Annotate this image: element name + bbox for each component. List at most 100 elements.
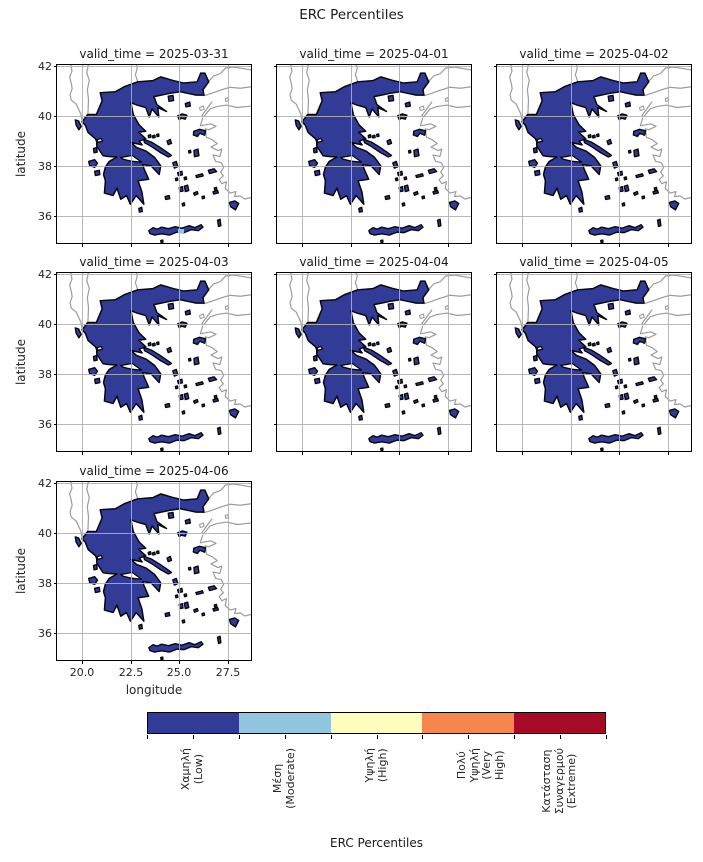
gridline-vertical (179, 273, 181, 451)
gridline-horizontal (277, 274, 471, 275)
facet-panel-2025-04-06: valid_time = 2025-04-06 42 40 38 36 lati… (14, 464, 252, 697)
y-tick-mark (53, 424, 57, 425)
gridline-vertical (447, 273, 449, 451)
y-tick-mark (53, 324, 57, 325)
colorbar-tick-mark (284, 735, 286, 739)
colorbar-tick-mark (147, 735, 148, 739)
gridline-horizontal (57, 533, 251, 534)
gridline-horizontal (497, 66, 691, 67)
x-tick-mark (399, 243, 401, 247)
gridline-vertical (227, 273, 229, 451)
y-tick-mark (273, 166, 277, 167)
x-tick-label: 20.0 (69, 666, 95, 679)
colorbar-label: ERC Percentiles (330, 836, 423, 850)
gridline-vertical (130, 482, 132, 660)
y-tick-mark (493, 216, 497, 217)
gridline-horizontal (497, 324, 691, 325)
x-tick-mark (179, 451, 181, 455)
gridline-horizontal (57, 274, 251, 275)
gridline-horizontal (57, 216, 251, 217)
y-tick-label: 42 (38, 268, 52, 281)
y-tick-label: 38 (38, 577, 52, 590)
gridline-horizontal (497, 274, 691, 275)
x-tick-label: 27.5 (215, 666, 241, 679)
y-tick-label: 40 (38, 527, 52, 540)
facet-panel-2025-04-03: valid_time = 2025-04-03 42 40 38 36 lati… (14, 255, 252, 455)
gridline-horizontal (277, 216, 471, 217)
y-tick-mark (53, 274, 57, 275)
y-tick-mark (53, 633, 57, 634)
y-tick-mark (53, 66, 57, 67)
gridline-horizontal (277, 424, 471, 425)
x-tick-mark (350, 451, 352, 455)
gridline-horizontal (57, 633, 251, 634)
x-axis-label: longitude (125, 683, 183, 697)
x-tick-mark (619, 243, 621, 247)
colorbar-tick-mark (468, 735, 470, 739)
gridline-vertical (227, 482, 229, 660)
gridline-horizontal (277, 66, 471, 67)
facet-title: valid_time = 2025-03-31 (79, 47, 229, 61)
x-tick-mark (82, 660, 84, 664)
gridline-vertical (179, 65, 181, 243)
gridline-horizontal (57, 374, 251, 375)
gridline-horizontal (497, 424, 691, 425)
y-tick-mark (53, 166, 57, 167)
gridline-horizontal (497, 374, 691, 375)
gridline-vertical (522, 273, 524, 451)
colorbar (147, 712, 606, 734)
colorbar-tick-mark (422, 735, 424, 739)
gridline-horizontal (497, 116, 691, 117)
x-tick-mark (619, 451, 621, 455)
y-tick-mark (273, 424, 277, 425)
x-tick-mark (82, 243, 84, 247)
gridline-horizontal (277, 374, 471, 375)
gridline-vertical (350, 65, 352, 243)
gridline-vertical (570, 273, 572, 451)
gridline-horizontal (57, 424, 251, 425)
y-tick-label: 36 (38, 418, 52, 431)
gridline-vertical (179, 482, 181, 660)
colorbar-tick-mark (192, 735, 194, 739)
y-tick-mark (53, 216, 57, 217)
colorbar-tick-mark (514, 735, 516, 739)
y-tick-label: 38 (38, 368, 52, 381)
y-tick-mark (53, 583, 57, 584)
y-tick-mark (273, 66, 277, 67)
x-tick-mark (227, 243, 229, 247)
y-tick-mark (273, 274, 277, 275)
y-tick-mark (273, 324, 277, 325)
y-tick-mark (493, 116, 497, 117)
gridline-vertical (619, 65, 621, 243)
colorbar-segment-high (330, 713, 423, 733)
y-axis-label: latitude (14, 338, 28, 386)
x-tick-mark (447, 243, 449, 247)
y-tick-mark (493, 424, 497, 425)
x-tick-label: 25.0 (166, 666, 192, 679)
y-tick-label: 40 (38, 318, 52, 331)
gridline-vertical (667, 65, 669, 243)
x-tick-mark (522, 243, 524, 247)
colorbar-tick-mark (330, 735, 332, 739)
gridline-vertical (399, 65, 401, 243)
facet-title: valid_time = 2025-04-06 (79, 464, 229, 478)
gridline-vertical (619, 273, 621, 451)
gridline-horizontal (277, 166, 471, 167)
facet-title: valid_time = 2025-04-03 (79, 255, 229, 269)
y-tick-mark (493, 374, 497, 375)
y-tick-mark (273, 216, 277, 217)
y-tick-label: 36 (38, 627, 52, 640)
facet-title: valid_time = 2025-04-05 (519, 255, 669, 269)
y-tick-mark (53, 116, 57, 117)
y-tick-mark (273, 374, 277, 375)
y-tick-mark (493, 166, 497, 167)
x-tick-mark (302, 451, 304, 455)
facet-title: valid_time = 2025-04-04 (299, 255, 449, 269)
facet-panel-2025-04-05: valid_time = 2025-04-05 (493, 255, 692, 455)
y-tick-label: 40 (38, 110, 52, 123)
facet-title: valid_time = 2025-04-02 (519, 47, 669, 61)
x-tick-mark (82, 451, 84, 455)
gridline-vertical (130, 65, 132, 243)
x-tick-mark (667, 243, 669, 247)
